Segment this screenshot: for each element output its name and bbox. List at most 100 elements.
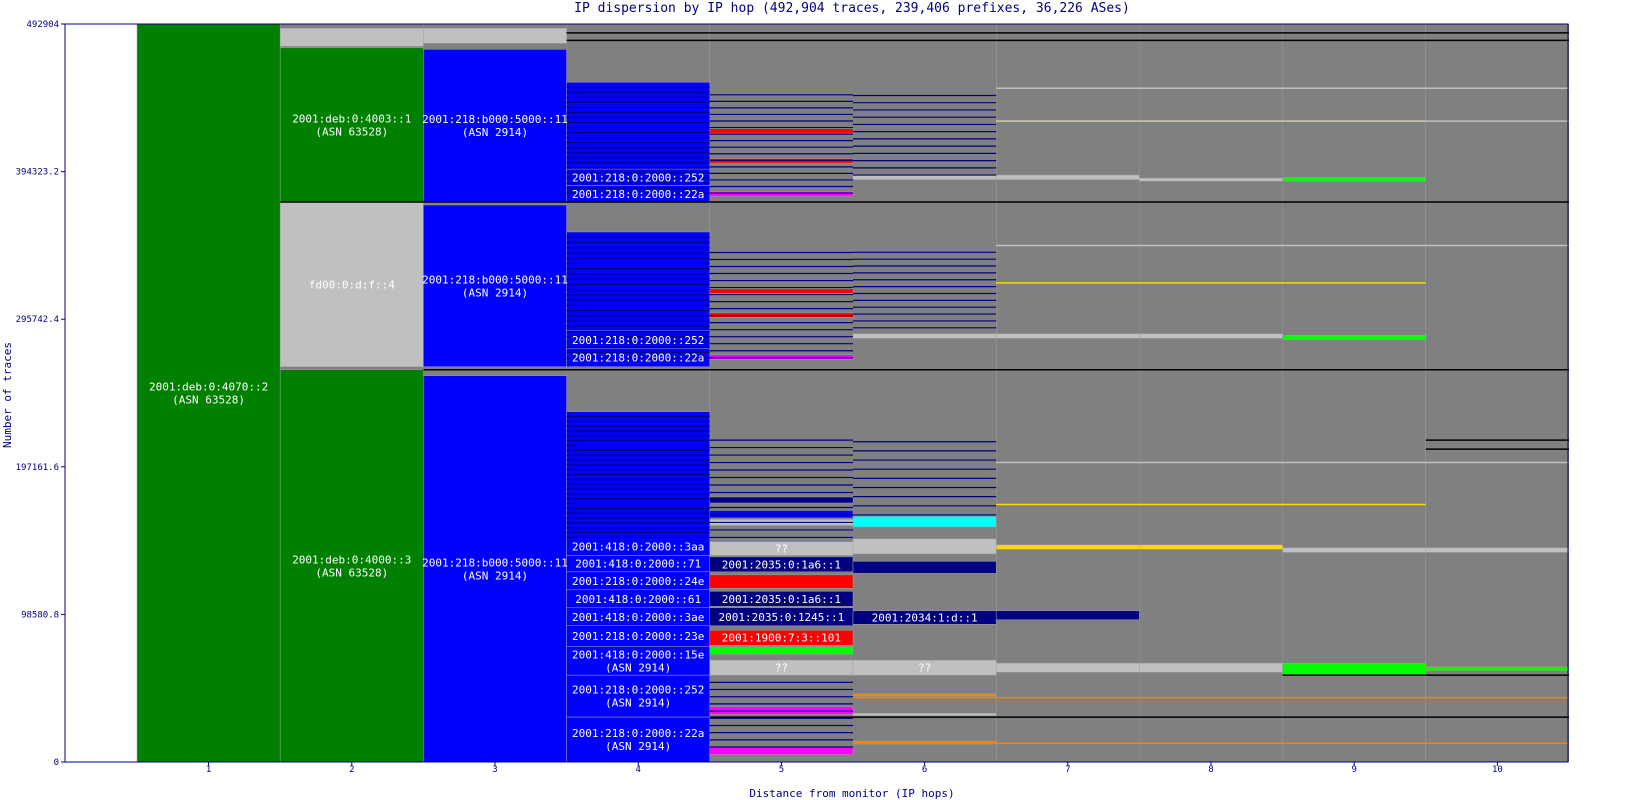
cell-hop7-58 — [995, 333, 1140, 339]
cell-hop5-37 — [709, 128, 854, 134]
cell-hop5-28 — [709, 591, 854, 607]
x-tick-label-4: 5 — [779, 765, 784, 775]
cell-hop7-55 — [995, 662, 1140, 673]
cell-hop9-65 — [1282, 335, 1427, 341]
y-tick-label-1: 394323.2 — [16, 168, 59, 178]
cell-label-hop3-8-1: (ASN 2914) — [462, 569, 528, 582]
cell-label-hop4-10-0: 2001:218:0:2000::22a — [572, 188, 704, 201]
cell-hop3-5 — [423, 49, 567, 203]
y-tick-label-4: 98580.8 — [21, 610, 59, 620]
cell-hop2-2 — [279, 28, 424, 47]
cell-label-hop6-45-0: 2001:2034:1:d::1 — [872, 612, 978, 625]
y-tick-label-5: 0 — [54, 758, 59, 768]
cell-label-hop5-30-0: 2001:1900:7:3::101 — [722, 632, 841, 645]
y-tick-label-3: 197161.6 — [16, 463, 59, 473]
x-axis-label: Distance from monitor (IP hops) — [749, 787, 954, 800]
cell-hop8-60 — [1139, 662, 1283, 673]
cell-label-hop2-1-1: (ASN 63528) — [315, 125, 388, 138]
cell-hop6-44 — [852, 538, 997, 555]
hop-column-10 — [1425, 24, 1569, 762]
cell-hop3-6 — [423, 28, 567, 44]
x-tick-label-8: 9 — [1351, 765, 1356, 775]
cell-hop5-33 — [709, 706, 854, 715]
cell-hop5-34 — [709, 746, 854, 755]
cell-label-hop4-24-0: 2001:218:0:2000::22a — [572, 727, 704, 740]
cell-label-hop4-18-0: 2001:218:0:2000::24e — [572, 575, 704, 588]
cell-hop5-30 — [709, 629, 854, 646]
cell-hop6-50 — [852, 713, 997, 716]
hop-column-8 — [1139, 24, 1283, 762]
cell-label-hop3-8-0: 2001:218:b000:5000::11 — [422, 556, 568, 569]
x-tick-label-9: 10 — [1492, 765, 1503, 775]
axes: 492904 394323.2 295742.4 197161.6 98580.8 0 1 2… — [16, 20, 1569, 775]
cell-label-hop3-5-0: 2001:218:b000:5000::11 — [422, 113, 568, 126]
cell-hop5-36 — [709, 354, 854, 360]
y-axis-label: Number of traces — [1, 342, 14, 448]
cell-label-hop4-16-0: 2001:418:0:2000::3aa — [572, 540, 704, 553]
cell-hop10-67 — [1425, 666, 1570, 671]
cell-label-hop4-13-0: 2001:218:0:2000::22a — [572, 352, 704, 365]
cell-hop5-35 — [709, 191, 854, 197]
cell-label-hop2-1-0: 2001:deb:0:4003::1 — [292, 112, 411, 125]
cell-hop6-48 — [852, 693, 997, 697]
cell-label-hop3-7-0: 2001:218:b000:5000::11 — [422, 273, 568, 286]
x-tick-label-5: 6 — [922, 765, 927, 775]
cell-label-hop5-32-0: ?? — [775, 662, 788, 675]
cell-label-hop1-0-1: (ASN 63528) — [172, 394, 245, 407]
cell-label-hop4-20-0: 2001:418:0:2000::3ae — [572, 611, 704, 624]
cell-hop2-1 — [279, 47, 424, 203]
cell-hop5-31 — [709, 646, 854, 655]
cell-label-hop4-23-1: (ASN 2914) — [605, 697, 671, 710]
cell-label-hop4-11-0: 2001:218:0:2000::252 — [572, 171, 704, 184]
cell-hop4-12 — [566, 231, 711, 350]
cell-hop6-52 — [852, 174, 997, 180]
x-tick-label-1: 2 — [349, 765, 354, 775]
cell-hop2-4 — [279, 369, 424, 763]
cell-hop8-61 — [1139, 177, 1283, 182]
cell-label-hop1-0-0: 2001:deb:0:4070::2 — [149, 381, 268, 394]
cell-label-hop3-5-1: (ASN 2914) — [462, 126, 528, 139]
cell-label-hop2-4-0: 2001:deb:0:4000::3 — [292, 553, 411, 566]
cell-hop3-8 — [423, 375, 567, 763]
cell-hop3-7 — [423, 204, 567, 367]
cell-label-hop6-46-0: ?? — [918, 662, 931, 675]
plot-border — [64, 23, 1569, 763]
x-tick-label-3: 4 — [635, 765, 640, 775]
cell-label-hop3-7-1: (ASN 2914) — [462, 286, 528, 299]
y-tick-label-2: 295742.4 — [16, 315, 59, 325]
cell-hop8-62 — [1139, 333, 1283, 339]
cell-label-hop4-21-0: 2001:218:0:2000::23e — [572, 630, 704, 643]
cell-label-hop4-22-1: (ASN 2914) — [605, 661, 671, 674]
cell-hop5-40 — [709, 288, 854, 294]
cell-hop8-59 — [1139, 544, 1283, 550]
cell-hop4-24 — [566, 716, 711, 763]
cell-hop7-56 — [995, 610, 1140, 621]
cell-label-hop4-22-0: 2001:418:0:2000::15e — [572, 648, 704, 661]
cell-hop6-53 — [852, 333, 997, 339]
cell-label-hop4-19-0: 2001:418:0:2000::61 — [575, 593, 701, 606]
cell-hop5-41 — [709, 510, 854, 519]
cell-hop9-66 — [1282, 547, 1427, 553]
cell-label-hop4-23-0: 2001:218:0:2000::252 — [572, 684, 704, 697]
hop-column-7 — [996, 24, 1140, 762]
cell-label-hop5-25-0: ?? — [775, 543, 788, 556]
cell-hop7-54 — [995, 544, 1140, 550]
cell-label-hop4-14-0: 2001:218:0:2000::252 — [572, 334, 704, 347]
cell-hop9-64 — [1282, 177, 1427, 182]
cell-hop9-63 — [1282, 662, 1427, 676]
x-tick-label-7: 8 — [1208, 765, 1213, 775]
cell-label-hop2-4-1: (ASN 63528) — [315, 566, 388, 579]
cell-hop2-3 — [279, 201, 424, 367]
cell-hop7-57 — [995, 174, 1140, 180]
cell-label-hop2-3-0: fd00:0:d:f::4 — [309, 278, 395, 291]
cell-hop4-14 — [566, 330, 711, 350]
cell-hop5-27 — [709, 574, 854, 589]
hop-column-6 — [853, 24, 997, 762]
cell-label-hop4-17-0: 2001:418:0:2000::71 — [575, 558, 701, 571]
cell-label-hop4-24-1: (ASN 2914) — [605, 740, 671, 753]
cell-hop6-51 — [852, 561, 997, 574]
x-tick-label-2: 3 — [492, 765, 497, 775]
x-tick-label-0: 1 — [206, 765, 211, 775]
cell-hop4-22 — [566, 646, 711, 676]
